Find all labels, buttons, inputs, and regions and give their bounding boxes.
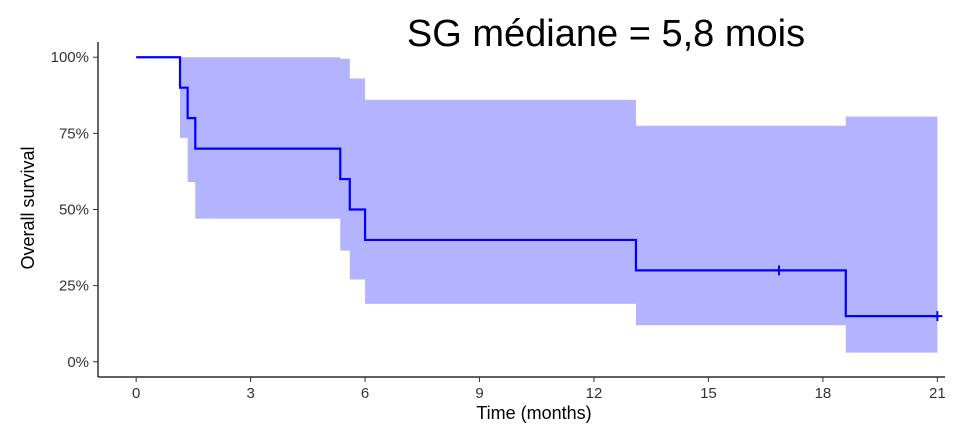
x-ticks: 0 3 6 9 12 15 18 21 <box>132 377 946 402</box>
x-tick-label: 3 <box>246 385 254 402</box>
survival-step-line <box>136 56 938 318</box>
x-axis-label: Time (months) <box>476 403 591 423</box>
survival-line-layer <box>136 56 938 318</box>
censor-mark <box>774 265 785 276</box>
x-tick-label: 9 <box>475 385 483 402</box>
y-tick-label: 0% <box>67 354 89 371</box>
censor-mark <box>932 311 943 322</box>
x-tick-label: 18 <box>815 385 832 402</box>
x-tick-label: 15 <box>700 385 717 402</box>
x-tick-label: 0 <box>132 385 140 402</box>
chart-title: SG médiane = 5,8 mois <box>407 13 805 55</box>
y-tick-label: 100% <box>51 49 89 66</box>
censor-marks-layer <box>774 265 943 322</box>
x-tick-label: 12 <box>586 385 603 402</box>
x-tick-label: 6 <box>361 385 369 402</box>
y-tick-label: 75% <box>59 125 89 142</box>
y-tick-label: 50% <box>59 202 89 219</box>
confidence-band-layer <box>136 57 938 353</box>
x-tick-label: 21 <box>929 385 946 402</box>
y-axis-label: Overall survival <box>18 146 38 269</box>
y-tick-label: 25% <box>59 278 89 295</box>
y-ticks: 0% 25% 50% 75% 100% <box>51 49 98 371</box>
confidence-band <box>136 57 938 353</box>
